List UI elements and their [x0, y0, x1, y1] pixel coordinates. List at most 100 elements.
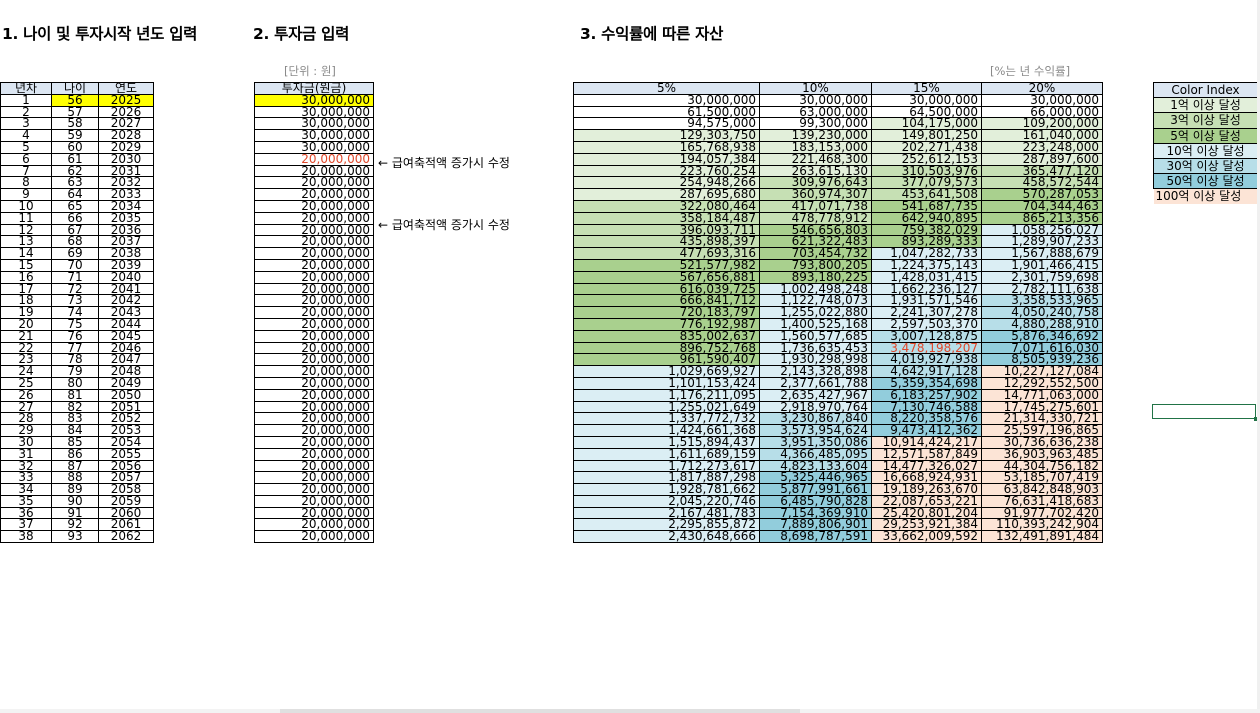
asset-value-cell[interactable]: 1,424,661,368	[573, 424, 760, 437]
investment-cell[interactable]: 20,000,000	[254, 341, 374, 355]
asset-value-cell[interactable]: 453,641,508	[871, 188, 982, 201]
year-index-cell[interactable]: 25	[0, 376, 52, 390]
asset-value-cell[interactable]: 30,000,000	[759, 93, 872, 107]
asset-value-cell[interactable]: 139,230,000	[759, 129, 872, 142]
age-cell[interactable]: 73	[51, 294, 99, 308]
asset-value-cell[interactable]: 149,801,250	[871, 129, 982, 142]
year-index-cell[interactable]: 14	[0, 247, 52, 260]
year-index-cell[interactable]: 10	[0, 199, 52, 213]
asset-value-cell[interactable]: 1,662,236,127	[871, 282, 982, 296]
investment-cell[interactable]: 20,000,000	[254, 518, 374, 532]
asset-value-cell[interactable]: 2,430,648,666	[573, 530, 760, 544]
age-cell[interactable]: 78	[51, 353, 99, 367]
asset-value-cell[interactable]: 621,322,483	[759, 235, 872, 249]
asset-value-cell[interactable]: 29,253,921,384	[871, 518, 982, 532]
asset-value-cell[interactable]: 8,698,787,591	[759, 530, 872, 544]
age-cell[interactable]: 58	[51, 117, 99, 131]
year-cell[interactable]: 2055	[98, 447, 154, 461]
age-cell[interactable]: 57	[51, 105, 99, 119]
age-cell[interactable]: 76	[51, 329, 99, 343]
asset-value-cell[interactable]: 704,344,463	[981, 199, 1103, 213]
investment-cell[interactable]: 20,000,000	[254, 258, 374, 272]
horizontal-scrollbar-thumb[interactable]	[280, 709, 800, 713]
selected-cell[interactable]	[1152, 404, 1258, 421]
asset-value-cell[interactable]: 567,656,881	[573, 270, 760, 284]
investment-cell[interactable]: 20,000,000	[254, 176, 374, 190]
asset-value-cell[interactable]: 109,200,000	[981, 117, 1103, 131]
color-index-item[interactable]: 5억 이상 달성	[1153, 127, 1258, 144]
asset-value-cell[interactable]: 183,153,000	[759, 140, 872, 154]
asset-value-cell[interactable]: 44,304,756,182	[981, 459, 1103, 473]
year-index-cell[interactable]: 1	[0, 93, 52, 107]
age-cell[interactable]: 67	[51, 223, 99, 237]
asset-value-cell[interactable]: 1,047,282,733	[871, 247, 982, 260]
asset-value-cell[interactable]: 1,400,525,168	[759, 317, 872, 331]
asset-value-cell[interactable]: 1,289,907,233	[981, 235, 1103, 249]
asset-value-cell[interactable]: 53,185,707,419	[981, 471, 1103, 485]
year-cell[interactable]: 2032	[98, 176, 154, 190]
investment-cell[interactable]: 20,000,000	[254, 235, 374, 249]
rate-header-cell[interactable]: 15%	[871, 82, 982, 95]
investment-cell[interactable]: 20,000,000	[254, 412, 374, 426]
asset-value-cell[interactable]: 358,184,487	[573, 211, 760, 225]
year-cell[interactable]: 2026	[98, 105, 154, 119]
year-cell[interactable]: 2057	[98, 471, 154, 485]
asset-value-cell[interactable]: 254,948,266	[573, 176, 760, 190]
age-cell[interactable]: 87	[51, 459, 99, 473]
year-cell[interactable]: 2027	[98, 117, 154, 131]
asset-value-cell[interactable]: 21,314,330,721	[981, 412, 1103, 426]
age-cell[interactable]: 74	[51, 306, 99, 319]
investment-cell[interactable]: 20,000,000	[254, 400, 374, 414]
age-cell[interactable]: 88	[51, 471, 99, 485]
asset-value-cell[interactable]: 417,071,738	[759, 199, 872, 213]
asset-value-cell[interactable]: 287,695,680	[573, 188, 760, 201]
asset-value-cell[interactable]: 435,898,397	[573, 235, 760, 249]
asset-value-cell[interactable]: 458,572,544	[981, 176, 1103, 190]
asset-value-cell[interactable]: 33,662,009,592	[871, 530, 982, 544]
year-cell[interactable]: 2061	[98, 518, 154, 532]
asset-value-cell[interactable]: 4,019,927,938	[871, 353, 982, 367]
investment-cell[interactable]: 20,000,000	[254, 494, 374, 508]
investment-cell[interactable]: 30,000,000	[254, 140, 374, 154]
asset-value-cell[interactable]: 6,485,790,828	[759, 494, 872, 508]
asset-value-cell[interactable]: 3,478,198,207	[871, 341, 982, 355]
investment-cell[interactable]: 20,000,000	[254, 270, 374, 284]
year-index-cell[interactable]: 28	[0, 412, 52, 426]
asset-value-cell[interactable]: 7,154,369,910	[759, 506, 872, 520]
asset-value-cell[interactable]: 1,176,211,095	[573, 388, 760, 402]
year-index-cell[interactable]: 17	[0, 282, 52, 296]
year-index-cell[interactable]: 12	[0, 223, 52, 237]
asset-value-cell[interactable]: 1,029,669,927	[573, 365, 760, 378]
year-cell[interactable]: 2060	[98, 506, 154, 520]
investment-cell[interactable]: 20,000,000	[254, 211, 374, 225]
year-index-cell[interactable]: 7	[0, 164, 52, 178]
age-cell[interactable]: 68	[51, 235, 99, 249]
asset-value-cell[interactable]: 865,213,356	[981, 211, 1103, 225]
age-cell[interactable]: 79	[51, 365, 99, 378]
asset-value-cell[interactable]: 546,656,803	[759, 223, 872, 237]
asset-value-cell[interactable]: 61,500,000	[573, 105, 760, 119]
investment-cell[interactable]: 20,000,000	[254, 152, 374, 166]
column-header[interactable]: 연도	[98, 82, 154, 95]
color-index-item[interactable]: 1억 이상 달성	[1153, 97, 1258, 114]
year-index-cell[interactable]: 27	[0, 400, 52, 414]
asset-value-cell[interactable]: 616,039,725	[573, 282, 760, 296]
investment-cell[interactable]: 20,000,000	[254, 188, 374, 201]
asset-value-cell[interactable]: 165,768,938	[573, 140, 760, 154]
asset-value-cell[interactable]: 2,301,759,698	[981, 270, 1103, 284]
investment-cell[interactable]: 20,000,000	[254, 223, 374, 237]
asset-value-cell[interactable]: 2,167,481,783	[573, 506, 760, 520]
asset-value-cell[interactable]: 7,071,616,030	[981, 341, 1103, 355]
investment-cell[interactable]: 20,000,000	[254, 376, 374, 390]
asset-value-cell[interactable]: 7,130,746,588	[871, 400, 982, 414]
asset-value-cell[interactable]: 14,771,063,000	[981, 388, 1103, 402]
asset-value-cell[interactable]: 3,230,867,840	[759, 412, 872, 426]
asset-value-cell[interactable]: 1,101,153,424	[573, 376, 760, 390]
year-cell[interactable]: 2058	[98, 483, 154, 496]
asset-value-cell[interactable]: 104,175,000	[871, 117, 982, 131]
year-cell[interactable]: 2038	[98, 247, 154, 260]
asset-value-cell[interactable]: 1,002,498,248	[759, 282, 872, 296]
age-cell[interactable]: 64	[51, 188, 99, 201]
asset-value-cell[interactable]: 4,642,917,128	[871, 365, 982, 378]
year-index-cell[interactable]: 32	[0, 459, 52, 473]
